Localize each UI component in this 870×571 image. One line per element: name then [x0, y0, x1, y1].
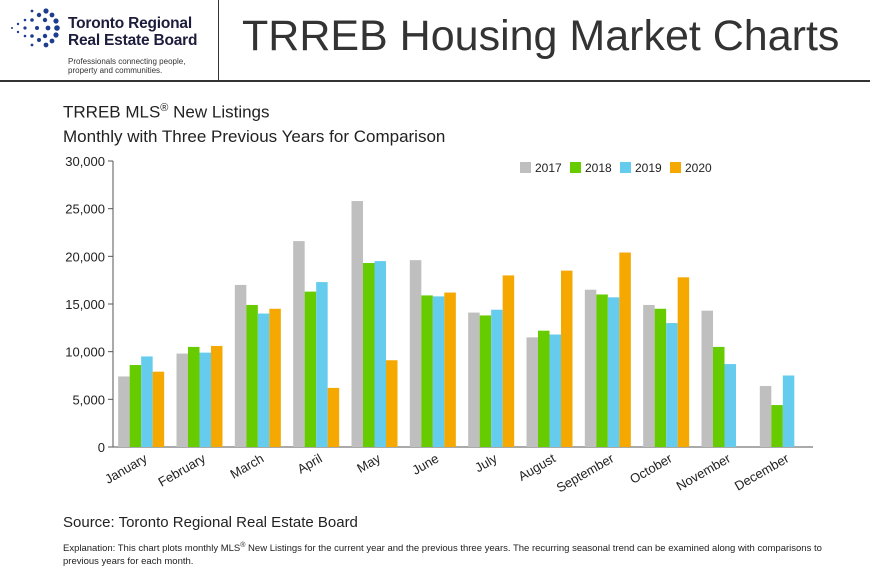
y-tick-label: 30,000 — [65, 154, 105, 169]
bar-2017-march — [234, 284, 247, 447]
bar-2019-july — [491, 309, 503, 447]
header-rule — [0, 80, 870, 82]
bar-2017-december — [759, 385, 772, 447]
tagline-line2: property and communities. — [68, 66, 163, 75]
legend-label-2018: 2018 — [585, 161, 612, 175]
header-divider — [218, 0, 219, 80]
x-tick-label-march: March — [228, 451, 267, 482]
bar-2020-march — [269, 308, 281, 447]
bar-2017-january — [118, 376, 130, 447]
org-tagline: Professionals connecting people, propert… — [68, 57, 228, 75]
chart-title-suffix: New Listings — [168, 102, 270, 122]
legend-label-2019: 2019 — [635, 161, 662, 175]
chart-title: TRREB MLS® New Listings Monthly with Thr… — [63, 96, 445, 149]
registered-mark: ® — [160, 102, 169, 114]
bar-2020-september — [619, 252, 631, 447]
bar-2018-september — [596, 294, 608, 447]
y-tick-label: 15,000 — [65, 297, 105, 312]
bar-2017-may — [351, 201, 363, 447]
y-tick-label: 5,000 — [72, 392, 105, 407]
bar-2018-march — [246, 304, 258, 447]
x-tick-label-may: May — [354, 450, 383, 476]
bar-2018-june — [421, 295, 433, 447]
bar-2019-september — [607, 297, 620, 447]
bar-2018-february — [188, 346, 200, 447]
x-tick-label-february: February — [155, 450, 208, 489]
bar-2018-october — [654, 308, 667, 447]
legend-swatch-2019 — [620, 162, 631, 173]
y-tick-label: 10,000 — [65, 345, 105, 360]
legend-swatch-2017 — [520, 162, 531, 173]
source-note: Source: Toronto Regional Real Estate Boa… — [63, 514, 358, 531]
chart-title-line1: TRREB MLS® New Listings — [63, 96, 445, 125]
org-name-line2: Real Estate Board — [68, 32, 198, 49]
new-listings-bar-chart: 0 5,000 10,000 15,000 20,000 25,000 30,000 Janu… — [65, 154, 813, 495]
bar-2018-july — [479, 315, 492, 447]
bar-2019-june — [432, 296, 445, 447]
page-title: TRREB Housing Market Charts — [242, 12, 840, 60]
org-name-line1: Toronto Regional — [68, 15, 192, 32]
y-tick-label: 0 — [98, 440, 105, 455]
x-tick-label-september: September — [554, 450, 617, 495]
trreb-logo: Toronto Regional Real Estate Board Profe… — [6, 6, 216, 78]
x-tick-label-january: January — [102, 450, 150, 486]
bar-2019-april — [316, 282, 328, 447]
bar-2018-january — [129, 365, 142, 447]
bar-2019-august — [549, 334, 561, 447]
legend-swatch-2020 — [670, 162, 681, 173]
explanation-suffix: New Listings for the current year and th… — [63, 543, 822, 568]
bar-2018-november — [713, 346, 725, 447]
x-tick-label-april: April — [295, 451, 325, 477]
bar-2017-april — [293, 241, 305, 447]
org-name: Toronto Regional Real Estate Board — [68, 15, 197, 49]
bar-2017-august — [526, 337, 538, 447]
bar-2020-june — [444, 292, 456, 447]
bar-2018-april — [304, 291, 317, 447]
explanation-note: Explanation: This chart plots monthly ML… — [63, 539, 843, 568]
bar-2017-september — [584, 289, 597, 447]
x-tick-label-october: October — [627, 450, 675, 486]
logo-dots-icon — [11, 8, 60, 48]
chart-title-prefix: TRREB MLS — [63, 102, 161, 122]
bar-2019-october — [666, 323, 678, 447]
explanation-registered-mark: ® — [240, 542, 246, 549]
bar-2017-july — [468, 312, 480, 447]
bar-2020-august — [561, 270, 573, 447]
bar-2020-may — [386, 360, 398, 447]
bar-2020-july — [502, 275, 515, 447]
bar-2020-february — [211, 345, 223, 447]
x-tick-label-june: June — [409, 451, 441, 478]
x-tick-label-july: July — [472, 450, 500, 475]
legend-label-2020: 2020 — [685, 161, 712, 175]
bar-2018-may — [363, 263, 375, 447]
y-tick-label: 20,000 — [65, 249, 105, 264]
bar-2019-may — [374, 261, 386, 447]
bar-2017-february — [176, 353, 188, 447]
bar-2019-january — [141, 356, 153, 447]
bar-2018-august — [538, 330, 550, 447]
x-tick-label-december: December — [732, 450, 792, 493]
bar-2017-october — [643, 304, 655, 447]
explanation-prefix: Explanation: This chart plots monthly ML… — [63, 543, 241, 555]
bar-2020-october — [677, 277, 690, 447]
bar-2020-january — [152, 371, 165, 447]
bar-2017-november — [701, 310, 713, 447]
bar-2019-march — [257, 313, 270, 447]
y-tick-label: 25,000 — [65, 202, 105, 217]
bar-2019-december — [782, 375, 795, 447]
x-tick-label-november: November — [674, 450, 734, 493]
chart-title-line2: Monthly with Three Previous Years for Co… — [63, 126, 446, 146]
tagline-line1: Professionals connecting people, — [68, 57, 186, 66]
bar-2019-november — [724, 364, 736, 447]
bar-2017-june — [409, 260, 422, 447]
x-tick-label-august: August — [515, 450, 558, 483]
bar-2018-december — [771, 405, 783, 447]
legend-swatch-2018 — [570, 162, 581, 173]
legend-label-2017: 2017 — [535, 161, 562, 175]
bar-2020-april — [327, 387, 340, 447]
bar-2019-february — [199, 352, 211, 447]
